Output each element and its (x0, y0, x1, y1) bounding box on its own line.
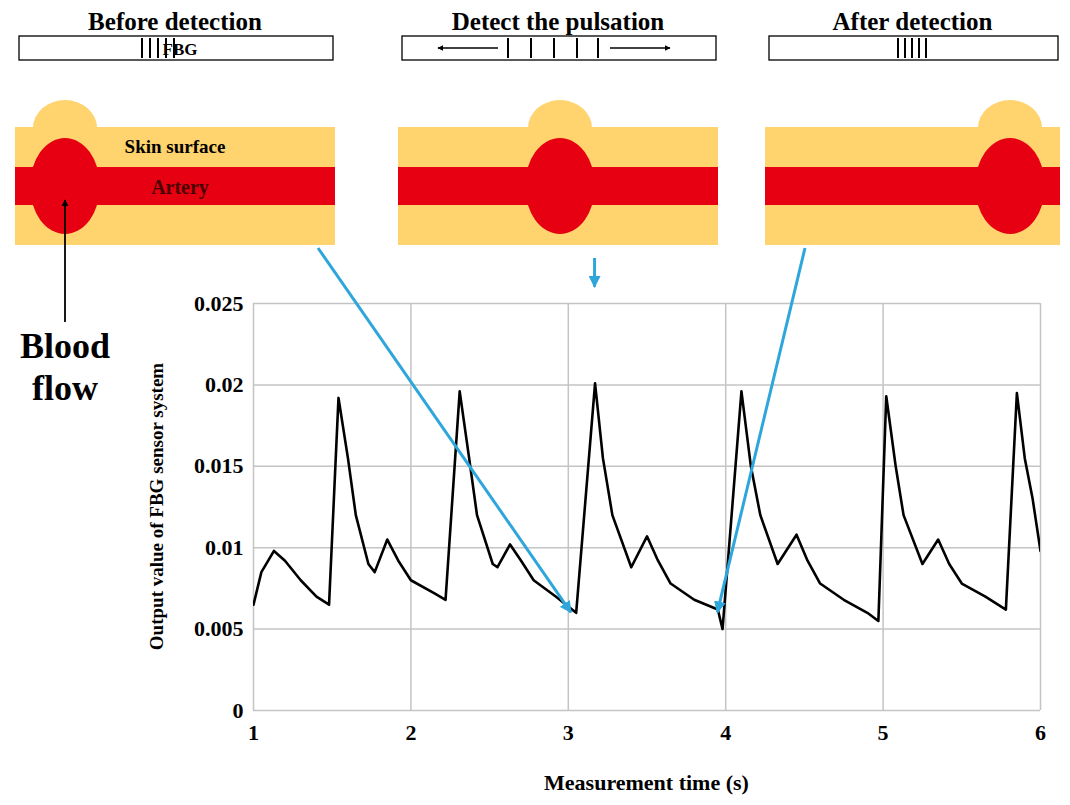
svg-text:Measurement time (s): Measurement time (s) (544, 770, 749, 795)
svg-text:2: 2 (405, 720, 416, 745)
svg-text:5: 5 (878, 720, 889, 745)
svg-text:Blood: Blood (20, 326, 110, 366)
svg-text:Skin surface: Skin surface (125, 136, 226, 157)
svg-text:6: 6 (1035, 720, 1046, 745)
svg-text:0.015: 0.015 (194, 453, 244, 478)
svg-text:1: 1 (248, 720, 259, 745)
svg-text:After detection: After detection (833, 8, 993, 35)
svg-text:0: 0 (233, 698, 244, 723)
svg-text:0.025: 0.025 (194, 291, 244, 316)
svg-text:Before detection: Before detection (88, 8, 262, 35)
svg-text:Output value of FBG sensor sys: Output value of FBG sensor system (146, 363, 167, 650)
svg-text:Artery: Artery (151, 176, 209, 199)
svg-text:FBG: FBG (163, 40, 198, 59)
svg-text:3: 3 (563, 720, 574, 745)
svg-text:0.005: 0.005 (194, 616, 244, 641)
svg-text:flow: flow (32, 368, 98, 408)
svg-text:4: 4 (720, 720, 731, 745)
svg-text:0.01: 0.01 (205, 535, 244, 560)
svg-text:Detect the pulsation: Detect the pulsation (452, 8, 665, 35)
svg-text:0.02: 0.02 (205, 372, 244, 397)
